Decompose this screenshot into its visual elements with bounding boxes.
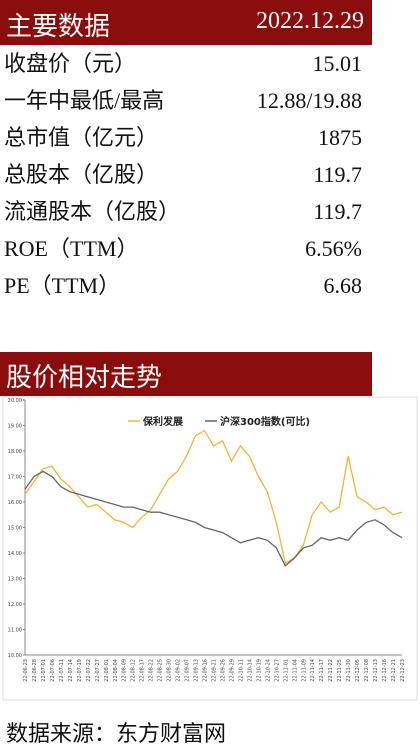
x-tick-label: 22-07-22 [86, 659, 92, 682]
x-tick-label: 22-11-30 [346, 659, 352, 682]
row-value: 6.56% [305, 236, 362, 261]
x-tick-label: 22-12-16 [382, 659, 388, 682]
table-row: PE（TTM） 6.68 [0, 267, 362, 304]
x-tick-label: 22-11-09 [301, 659, 307, 682]
x-tick-label: 22-08-04 [113, 659, 119, 682]
series-line [24, 470, 403, 567]
x-tick-label: 22-11-01 [283, 659, 289, 682]
x-tick-label: 22-12-08 [364, 659, 370, 682]
section-bar: 股价相对走势 [0, 352, 372, 396]
header-title: 主要数据 [6, 12, 111, 42]
x-tick-label: 22-10-24 [265, 659, 271, 682]
row-value: 119.7 [313, 199, 362, 224]
table-row: ROE（TTM） 6.56% [0, 230, 362, 267]
row-label: 流通股本（亿股） [4, 199, 181, 224]
x-tick-label: 22-11-22 [328, 659, 334, 682]
row-value: 6.68 [323, 273, 363, 298]
x-tick-label: 22-08-12 [131, 659, 137, 682]
x-tick-label: 22-11-04 [292, 659, 298, 682]
x-tick-label: 22-09-02 [176, 659, 182, 682]
y-tick-label: 18.00 [8, 449, 22, 455]
series-line [24, 429, 403, 565]
table-row: 收盘价（元） 15.01 [0, 45, 362, 82]
y-tick-label: 14.00 [8, 551, 22, 557]
legend-label: 保利发展 [142, 415, 183, 428]
header-date: 2022.12.29 [256, 8, 364, 34]
row-label: ROE（TTM） [4, 236, 139, 261]
x-tick-label: 22-07-14 [68, 659, 74, 682]
x-tick-label: 22-10-11 [238, 659, 244, 682]
y-tick-label: 12.00 [8, 602, 22, 608]
header-bar: 主要数据 2022.12.29 [0, 0, 372, 45]
chart: 10.00 11.00 12.00 13.00 14.00 15.00 16.00 17.00… [2, 396, 418, 701]
x-tick-label: 22-11-14 [310, 659, 316, 682]
x-tick-label: 22-09-13 [194, 659, 200, 682]
y-tick-label: 15.00 [8, 526, 22, 532]
table-row: 流通股本（亿股） 119.7 [0, 193, 362, 230]
row-label: PE（TTM） [4, 273, 121, 298]
x-tick-label: 22-08-25 [158, 659, 164, 682]
row-label: 总股本（亿股） [4, 162, 159, 187]
chart-frame [2, 396, 418, 701]
x-tick-label: 22-12-05 [355, 659, 361, 682]
x-tick-label: 22-07-19 [77, 659, 83, 682]
row-label: 收盘价（元） [4, 51, 137, 76]
table-row: 总股本（亿股） 119.7 [0, 156, 362, 193]
y-tick-label: 20.00 [8, 398, 22, 404]
x-tick-label: 22-08-09 [122, 659, 128, 682]
x-tick-label: 22-10-19 [256, 659, 262, 682]
y-tick-label: 17.00 [8, 475, 22, 481]
x-tick-label: 22-12-13 [373, 659, 379, 682]
x-tick-label: 22-06-23 [23, 659, 29, 682]
table-row: 一年中最低/最高 12.88/19.88 [0, 82, 362, 119]
x-tick-label: 22-11-25 [337, 659, 343, 682]
row-value: 1875 [318, 125, 362, 150]
x-tick-label: 22-08-22 [149, 659, 155, 682]
x-tick-label: 22-12-21 [391, 659, 397, 682]
y-tick-label: 13.00 [8, 577, 22, 583]
x-tick-label: 22-10-27 [274, 659, 280, 682]
row-label: 总市值（亿元） [4, 125, 159, 150]
x-tick-label: 22-08-30 [167, 659, 173, 682]
y-tick-label: 11.00 [8, 628, 22, 634]
y-tick-label: 19.00 [8, 424, 22, 430]
row-value: 15.01 [312, 51, 363, 76]
y-tick-label: 10.00 [8, 653, 22, 659]
x-tick-label: 22-09-07 [185, 659, 191, 682]
x-tick-label: 22-09-29 [229, 659, 235, 682]
row-value: 12.88/19.88 [256, 88, 362, 113]
table-row: 总市值（亿元） 1875 [0, 119, 362, 156]
x-tick-label: 22-07-11 [59, 659, 65, 682]
x-tick-label: 22-07-06 [50, 659, 56, 682]
x-tick-label: 22-06-28 [32, 659, 38, 682]
x-tick-label: 22-10-14 [247, 659, 253, 682]
x-tick-label: 22-07-01 [41, 659, 47, 682]
row-label: 一年中最低/最高 [4, 88, 165, 113]
x-tick-label: 22-08-01 [104, 659, 110, 682]
row-value: 119.7 [313, 162, 362, 187]
y-tick-label: 16.00 [8, 500, 22, 506]
x-tick-label: 22-12-23 [400, 659, 406, 682]
x-tick-label: 22-09-21 [212, 659, 218, 682]
x-tick-label: 22-09-16 [203, 659, 209, 682]
x-tick-label: 22-11-17 [319, 659, 325, 682]
x-tick-label: 22-08-17 [140, 659, 146, 682]
x-tick-label: 22-09-26 [220, 659, 226, 682]
x-tick-label: 22-07-27 [95, 659, 101, 682]
legend-label: 沪深300指数(可比) [220, 415, 310, 428]
section-title: 股价相对走势 [6, 363, 163, 393]
source: 数据来源：东方财富网 [6, 722, 227, 747]
